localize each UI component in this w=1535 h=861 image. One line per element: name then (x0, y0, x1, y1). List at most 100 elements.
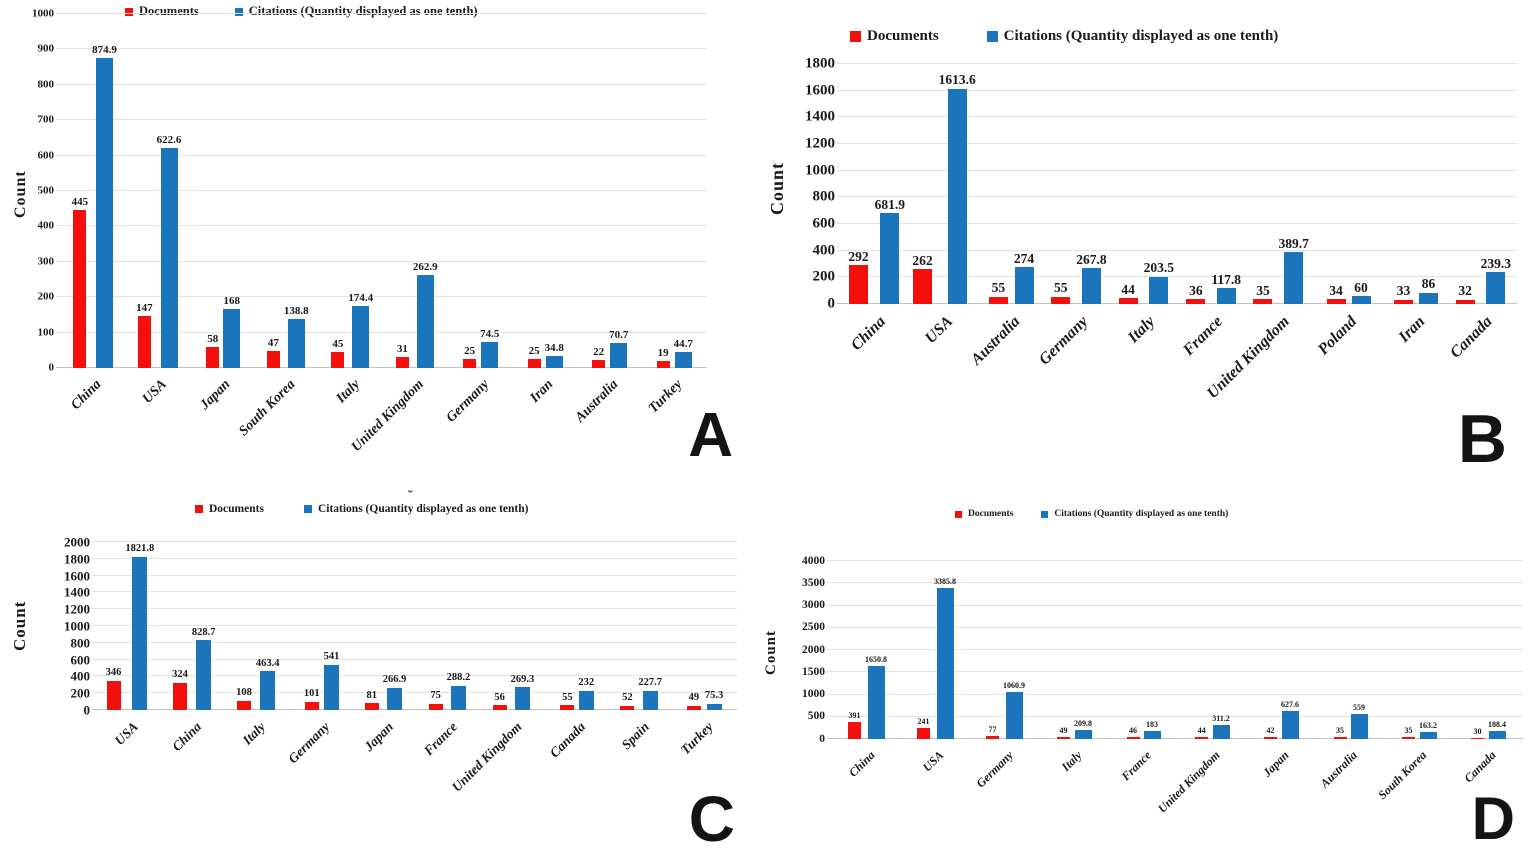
bar-documents (1264, 737, 1277, 739)
bar-citations (96, 58, 113, 368)
documents-value-label: 324 (172, 669, 188, 681)
bar-wrap: 269.3 (511, 542, 534, 710)
x-axis-label: Germany (972, 748, 1016, 791)
bar-citations (450, 685, 466, 710)
gridline (837, 63, 1517, 64)
citations-value-label: 311.2 (1212, 714, 1230, 724)
x-axis-label: Australia (572, 377, 621, 426)
gridline (56, 190, 707, 191)
bar-documents (986, 735, 999, 739)
category-group: 49 75.3 Turkey (673, 542, 737, 758)
bar-citations (223, 308, 241, 368)
documents-value-label: 45 (332, 338, 344, 351)
bar-citations (196, 640, 212, 710)
bar-groups: 391 1650.8 China 241 3385.8 USA 77 1060.9 German… (833, 561, 1523, 816)
bar-wrap: 346 (106, 542, 121, 710)
category-group: 147 622.6 USA (127, 14, 192, 407)
bar-documents (917, 728, 930, 739)
y-tick-label: 3500 (802, 576, 825, 589)
bar-citations (1350, 714, 1368, 739)
category-group: 19 44.7 Turkey (643, 14, 708, 417)
y-tick-label: 1200 (805, 135, 835, 152)
gridline (92, 574, 737, 576)
bar-wrap: 262 (912, 64, 933, 304)
bar-documents (913, 269, 933, 304)
y-tick-label: 800 (812, 188, 836, 205)
bar-documents (463, 359, 477, 368)
bar-citations (867, 665, 885, 739)
bar-wrap: 463.4 (256, 542, 279, 710)
gridline (92, 675, 737, 677)
citations-value-label: 163.2 (1419, 720, 1437, 730)
bar-citations (1081, 268, 1101, 304)
documents-value-label: 35 (1336, 726, 1344, 736)
x-axis-label: Japan (361, 719, 397, 755)
citations-value-label: 232 (578, 677, 595, 689)
citations-value-label: 1821.8 (125, 543, 155, 555)
gridline (827, 604, 1523, 606)
x-axis-label: Canada (1446, 313, 1496, 362)
bar-wrap: 101 (304, 542, 320, 710)
citations-legend-label: Citations (Quantity displayed as one ten… (317, 503, 529, 515)
documents-value-label: 34 (1329, 282, 1343, 298)
x-axis-label: Poland (1315, 313, 1361, 359)
bar-documents (1333, 737, 1347, 739)
gridline (837, 89, 1517, 91)
y-tick-label: 400 (812, 242, 836, 259)
bar-citations (1014, 267, 1034, 304)
gridline (56, 331, 707, 333)
bar-citations (387, 687, 403, 710)
category-group: 45 174.4 Italy (320, 14, 385, 406)
y-tick-label: 1000 (32, 7, 54, 20)
documents-value-label: 108 (236, 687, 252, 699)
bar-wrap: 1060.9 (1003, 561, 1025, 739)
category-group: 52 227.7 Spain (609, 542, 673, 753)
bar-documents (848, 721, 861, 739)
bar-wrap: 147 (136, 14, 153, 368)
citations-value-label: 288.2 (446, 672, 471, 684)
bar-wrap: 34 (1326, 64, 1346, 304)
documents-value-label: 35 (1256, 282, 1270, 298)
citations-value-label: 274 (1013, 250, 1035, 266)
x-axis-label: South Korea (1375, 748, 1430, 802)
citations-value-label: 138.8 (283, 304, 309, 317)
bar-wrap: 35 (1402, 561, 1415, 739)
documents-swatch-icon (125, 7, 133, 16)
gridline (92, 658, 737, 660)
x-axis-label: Canada (1461, 748, 1499, 786)
documents-value-label: 49 (1059, 725, 1068, 735)
category-group: 34 60 Poland (1315, 64, 1382, 358)
y-tick-label: 2500 (802, 621, 825, 633)
documents-swatch-icon (850, 31, 861, 42)
bar-wrap: 44 (1118, 64, 1138, 304)
citations-legend-label: Citations (Quantity displayed as one ten… (1003, 28, 1279, 44)
documents-value-label: 391 (848, 710, 861, 720)
citations-value-label: 60 (1354, 279, 1368, 295)
x-axis-label: Italy (1124, 313, 1159, 347)
documents-value-label: 35 (1404, 726, 1413, 736)
documents-value-label: 77 (988, 724, 997, 734)
gridline (827, 626, 1523, 628)
bar-wrap: 36 (1186, 64, 1206, 304)
bar-wrap: 541 (324, 542, 339, 710)
bar-wrap: 25 (527, 14, 541, 368)
bar-documents (304, 701, 319, 710)
bar-wrap: 209.8 (1074, 561, 1092, 739)
bar-documents (1471, 737, 1484, 739)
category-group: 42 627.6 Japan (1247, 561, 1316, 780)
category-group: 58 168 Japan (191, 14, 256, 413)
citations-value-label: 117.8 (1211, 271, 1242, 287)
citations-value-label: 174.4 (348, 292, 374, 305)
x-axis-label: Germany (1035, 313, 1091, 369)
y-tick-label: 300 (37, 255, 55, 268)
gridline (56, 13, 707, 14)
gridline (92, 591, 737, 593)
citations-value-label: 75.3 (704, 690, 724, 702)
y-tick-label: 1000 (64, 618, 90, 634)
y-tick-label: 600 (37, 149, 55, 162)
citations-value-label: 266.9 (382, 674, 407, 686)
bar-citations (642, 690, 658, 710)
panel-c: ˘ Documents Citations (Quantity displaye… (0, 487, 755, 861)
y-tick-label: 0 (48, 361, 55, 374)
bar-wrap: 74.5 (480, 14, 499, 368)
